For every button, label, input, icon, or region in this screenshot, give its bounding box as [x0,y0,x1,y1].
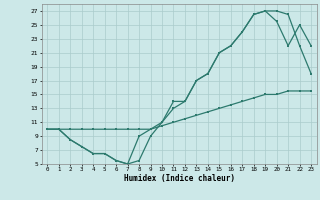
X-axis label: Humidex (Indice chaleur): Humidex (Indice chaleur) [124,174,235,183]
